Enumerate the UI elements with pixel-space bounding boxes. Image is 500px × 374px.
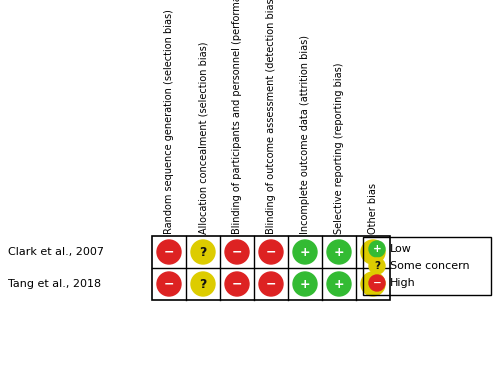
Circle shape [225,272,249,296]
Text: Selective reporting (reporting bias): Selective reporting (reporting bias) [334,62,344,234]
Text: −: − [232,278,242,291]
Circle shape [157,240,181,264]
Text: ?: ? [374,261,380,271]
Circle shape [369,275,385,291]
Circle shape [259,272,283,296]
Circle shape [369,241,385,257]
Text: +: + [334,245,344,258]
Circle shape [191,240,215,264]
Text: +: + [300,245,310,258]
Circle shape [293,272,317,296]
Text: −: − [164,245,174,258]
Text: +: + [334,278,344,291]
Circle shape [259,240,283,264]
Text: −: − [164,278,174,291]
Text: ?: ? [200,245,206,258]
Text: +: + [372,244,382,254]
Text: −: − [266,278,276,291]
Text: Incomplete outcome data (attrition bias): Incomplete outcome data (attrition bias) [300,35,310,234]
Text: Some concern: Some concern [390,261,469,271]
Text: High: High [390,278,416,288]
Text: Other bias: Other bias [368,183,378,234]
Text: ?: ? [370,245,376,258]
Circle shape [293,240,317,264]
Text: +: + [300,278,310,291]
Text: −: − [232,245,242,258]
Circle shape [361,272,385,296]
Bar [363,237,491,295]
Circle shape [157,272,181,296]
Text: Low: Low [390,244,412,254]
Circle shape [225,240,249,264]
Circle shape [327,240,351,264]
Circle shape [191,272,215,296]
Text: Allocation concealment (selection bias): Allocation concealment (selection bias) [198,42,208,234]
Text: ?: ? [370,278,376,291]
Text: Tang et al., 2018: Tang et al., 2018 [8,279,101,289]
Bar [152,236,390,300]
Text: Clark et al., 2007: Clark et al., 2007 [8,247,104,257]
Text: −: − [266,245,276,258]
Circle shape [369,258,385,274]
Text: −: − [372,278,382,288]
Text: Blinding of participants and personnel (performance bias): Blinding of participants and personnel (… [232,0,242,234]
Text: Random sequence generation (selection bias): Random sequence generation (selection bi… [164,9,174,234]
Circle shape [327,272,351,296]
Circle shape [361,240,385,264]
Text: Blinding of outcome assessment (detection bias): Blinding of outcome assessment (detectio… [266,0,276,234]
Text: ?: ? [200,278,206,291]
